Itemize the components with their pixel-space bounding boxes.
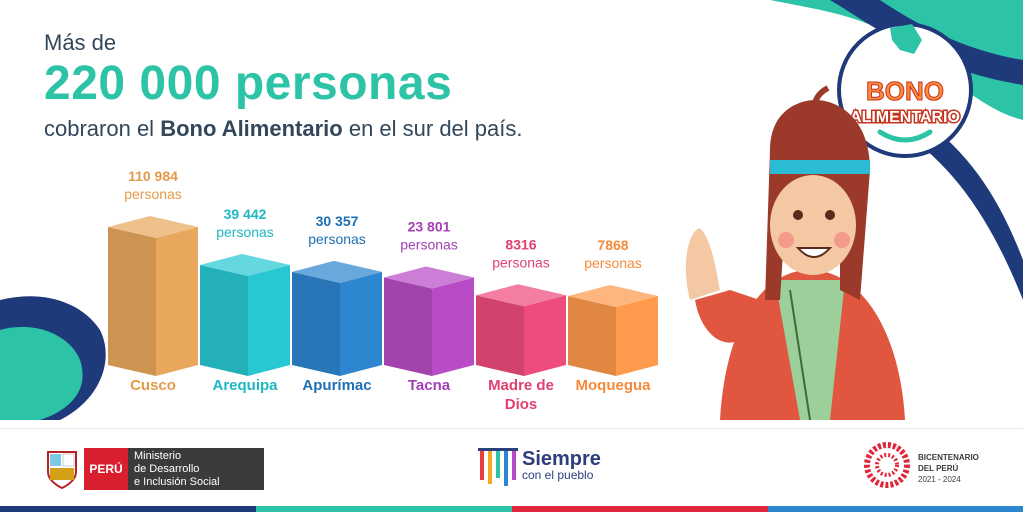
bar-face-left [108,227,156,376]
subheadline-post: en el sur del país. [342,116,523,141]
bar-face-right [156,227,198,376]
coat-of-arms-icon [47,451,77,490]
bar-face-left [384,277,432,376]
bicentenario-line-3: 2021 - 2024 [918,475,961,484]
bar-unit-label: personas [124,186,182,202]
bar-face-right [616,295,658,376]
bar-chart: 110 984 personas Cusco 39 442 personas Arequi… [108,168,658,413]
peru-map-icon [890,24,922,54]
bar-value-label: 8316 [505,236,536,252]
bar-face-left [476,295,524,376]
bicentenario-line-2: DEL PERÚ [918,464,959,473]
bar-category-label: Madre de [488,377,554,394]
bar-category-label: Tacna [408,377,451,394]
footer-stripe-navy [0,506,256,512]
bar-unit-label: personas [308,231,366,247]
siempre-title: Siempre [522,448,601,470]
bar-category-label: Apurímac [302,377,371,394]
child-character-illustration [685,85,905,421]
footer-stripe-blue [768,506,1023,512]
bar-category-label: Moquegua [576,377,652,394]
peru-label: PERÚ [84,448,128,490]
bar-face-top [292,260,382,283]
bar-value-label: 7868 [597,237,628,253]
bar-unit-label: personas [584,255,642,271]
bar-face-top [200,253,290,276]
svg-text:ALIMENTARIO: ALIMENTARIO [850,109,960,126]
bicentenario-text: BICENTENARIO DEL PERÚ 2021 - 2024 [918,452,979,485]
svg-text:BONO: BONO [866,76,944,106]
subheadline-pre: cobraron el [44,116,161,141]
subheadline: cobraron el Bono Alimentario en el sur d… [44,116,523,142]
bar-face-top [568,284,658,307]
ministry-label: Ministerio de Desarrollo e Inclusión Soc… [128,448,264,490]
ministry-line-3: e Inclusión Social [134,476,220,488]
bar-face-right [340,271,382,376]
bar-face-right [432,277,474,376]
bar-face-right [248,264,290,376]
bar-unit-label: personas [400,236,458,252]
bar-face-top [384,266,474,289]
bar-face-top [476,284,566,307]
bar-face-left [568,295,616,376]
bar-face-right [524,295,566,376]
siempre-subtitle: con el pueblo [522,468,594,482]
bar-face-left [292,271,340,376]
intro-text: Más de [44,30,117,55]
bono-alimentario-badge: BONO ALIMENTARIO [837,22,973,158]
bar-value-label: 39 442 [224,206,267,222]
bicentenario-logo-icon [864,442,910,488]
bar-face-left [200,264,248,376]
footer-stripe-red [512,506,768,512]
bar-category-label: Dios [505,396,538,413]
bar-value-label: 23 801 [408,218,451,234]
bar-face-top [108,216,198,238]
bar-unit-label: personas [216,224,274,240]
bar-value-label: 30 357 [316,213,359,229]
bar-value-label: 110 984 [128,168,178,184]
subheadline-bold: Bono Alimentario [160,116,343,141]
bicentenario-line-1: BICENTENARIO [918,453,979,462]
footer-stripe-teal [256,506,512,512]
ministry-line-1: Ministerio [134,450,182,462]
bar-category-label: Arequipa [212,377,278,394]
footer-divider [0,428,1023,429]
siempre-logo-icon [478,448,518,486]
ministry-line-2: de Desarrollo [134,463,200,475]
headline: 220 000 personas [44,57,453,110]
bar-category-label: Cusco [130,377,176,394]
bar-unit-label: personas [492,254,550,270]
